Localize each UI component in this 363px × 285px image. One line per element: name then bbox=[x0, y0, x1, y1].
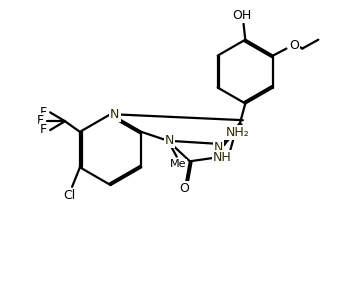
Text: N: N bbox=[110, 108, 119, 121]
Text: F: F bbox=[37, 114, 44, 127]
Text: Cl: Cl bbox=[63, 189, 76, 202]
Text: F: F bbox=[40, 105, 47, 119]
Text: N: N bbox=[214, 141, 223, 154]
Text: NH: NH bbox=[213, 151, 232, 164]
Text: Me: Me bbox=[170, 160, 187, 170]
Text: O: O bbox=[180, 182, 189, 195]
Text: N: N bbox=[165, 133, 174, 146]
Text: OH: OH bbox=[232, 9, 252, 23]
Text: NH₂: NH₂ bbox=[225, 126, 249, 139]
Text: O: O bbox=[289, 38, 299, 52]
Text: F: F bbox=[40, 123, 47, 136]
